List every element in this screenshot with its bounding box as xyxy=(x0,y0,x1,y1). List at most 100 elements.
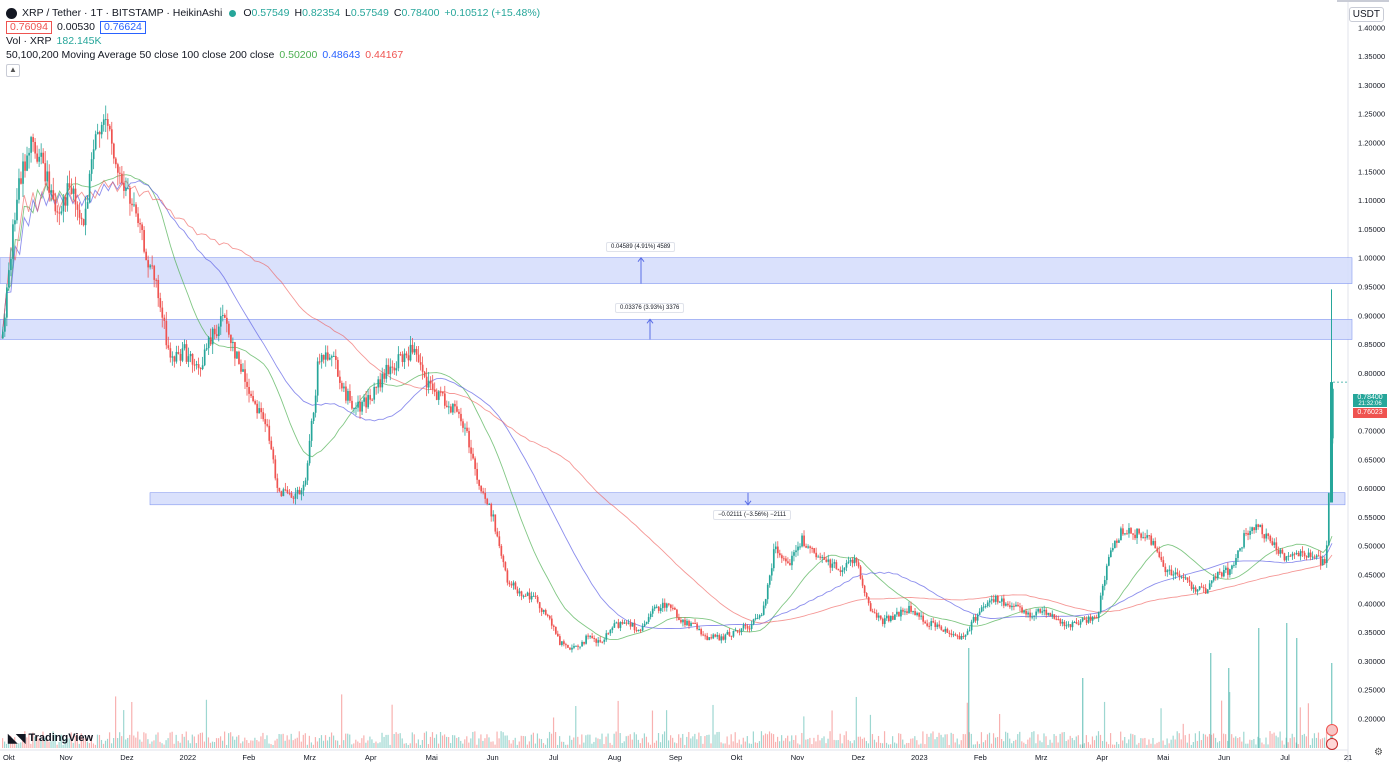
volume-bar xyxy=(663,731,666,748)
x-tick-label: Okt xyxy=(731,753,744,762)
candle-body xyxy=(320,354,323,362)
candle-body xyxy=(213,328,216,335)
volume-bar xyxy=(994,737,997,748)
candle-body xyxy=(984,606,987,608)
volume-bar xyxy=(1027,739,1029,748)
candle-body xyxy=(980,607,983,612)
x-tick-label: Apr xyxy=(365,753,377,762)
volume-bar xyxy=(579,744,581,748)
zone-arrow-head xyxy=(646,318,654,324)
candle-body xyxy=(284,489,287,491)
volume-bar xyxy=(1323,737,1326,748)
volume-bar xyxy=(115,696,117,748)
volume-bar xyxy=(1210,734,1213,748)
volume-bar xyxy=(417,739,419,748)
candle-body xyxy=(1291,553,1294,557)
candle-body xyxy=(232,341,234,344)
candle-body xyxy=(450,406,452,413)
candle-body xyxy=(1176,572,1179,575)
chevron-up-icon[interactable]: ▲ xyxy=(6,63,20,77)
candle-body xyxy=(207,337,210,349)
alert-icons[interactable] xyxy=(1326,724,1340,752)
volume-bar xyxy=(910,738,912,748)
volume-bar xyxy=(460,740,462,748)
volume-bar xyxy=(1319,739,1322,748)
x-tick-label: Dez xyxy=(852,753,866,762)
candle-body xyxy=(272,449,275,460)
candle-body xyxy=(554,626,557,634)
currency-selector[interactable]: USDT xyxy=(1348,7,1384,22)
candle-body xyxy=(809,546,811,548)
candle-body xyxy=(36,153,39,162)
buy-price-button[interactable]: 0.76624 xyxy=(99,20,146,34)
candle-body xyxy=(926,623,929,626)
volume-bar xyxy=(330,732,333,748)
volume-bar xyxy=(147,739,149,748)
candle-body xyxy=(1309,552,1312,557)
candle-body xyxy=(375,386,378,388)
volume-bar xyxy=(859,736,861,748)
candle-body xyxy=(726,631,729,635)
volume-bar xyxy=(1120,731,1122,748)
candle-body xyxy=(332,355,335,357)
candle-body xyxy=(193,364,196,366)
candle-body xyxy=(1225,567,1227,571)
volume-bar xyxy=(1085,735,1087,748)
candle-body xyxy=(2,331,4,339)
candle-body xyxy=(1182,576,1185,579)
candle-body xyxy=(76,204,79,210)
volume-row[interactable]: Vol · XRP 182.145K xyxy=(6,34,540,48)
ma-row[interactable]: 50,100,200 Moving Average 50 close 100 c… xyxy=(6,48,540,62)
candle-body xyxy=(1071,622,1074,628)
volume-bar xyxy=(613,733,615,748)
candle-body xyxy=(561,641,563,645)
candle-body xyxy=(86,202,89,209)
volume-bar xyxy=(189,743,191,748)
volume-bar xyxy=(80,733,82,748)
volume-bar xyxy=(577,736,579,748)
legend-symbol-row[interactable]: XRP / Tether · 1T · BITSTAMP · HeikinAsh… xyxy=(6,6,540,20)
volume-bar xyxy=(242,741,244,748)
volume-bar xyxy=(986,734,989,748)
volume-bar xyxy=(183,736,185,748)
candle-body xyxy=(454,403,456,407)
candle-body xyxy=(992,599,995,602)
candle-body xyxy=(1059,619,1062,624)
gear-icon[interactable]: ⚙ xyxy=(1374,747,1383,758)
sell-price-button[interactable]: 0.76094 xyxy=(6,20,52,34)
candle-body xyxy=(177,351,180,354)
candle-body xyxy=(403,353,406,363)
candle-body xyxy=(40,152,43,157)
volume-bar xyxy=(1293,737,1295,748)
volume-bar xyxy=(867,743,870,748)
lightning-icon[interactable] xyxy=(1326,724,1338,736)
volume-bar xyxy=(332,735,335,748)
volume-bar xyxy=(544,744,547,748)
volume-bar xyxy=(728,744,730,748)
candle-body xyxy=(50,190,53,193)
x-tick-label: Jun xyxy=(1218,753,1230,762)
candle-body xyxy=(46,171,49,182)
volume-bar xyxy=(452,735,454,748)
candle-body xyxy=(637,629,640,632)
flag-icon[interactable] xyxy=(1326,738,1338,750)
volume-bar xyxy=(653,742,656,748)
volume-bar xyxy=(1170,739,1172,748)
candle-body xyxy=(171,356,174,358)
candle-body xyxy=(1158,551,1161,557)
volume-bar xyxy=(1132,734,1134,748)
symbol-title[interactable]: XRP / Tether · 1T · BITSTAMP · HeikinAsh… xyxy=(22,7,223,19)
volume-bar xyxy=(347,733,349,748)
volume-bar xyxy=(1269,731,1271,748)
candle-body xyxy=(484,492,487,499)
candle-body xyxy=(758,615,761,618)
candle-body xyxy=(413,348,416,353)
candle-body xyxy=(488,503,491,505)
candle-body xyxy=(181,348,184,361)
candle-body xyxy=(264,419,267,425)
volume-bar xyxy=(877,735,880,748)
y-tick-label: 1.20000 xyxy=(1358,138,1385,147)
candle-body xyxy=(712,634,715,639)
candle-body xyxy=(1281,549,1284,554)
